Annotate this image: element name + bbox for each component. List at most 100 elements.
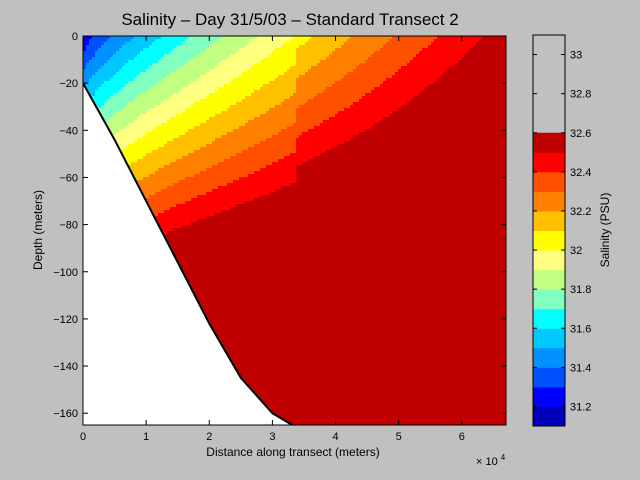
contour-cell: [161, 75, 165, 79]
contour-cell: [158, 189, 162, 193]
contour-cell: [197, 99, 201, 103]
contour-cell: [167, 111, 171, 115]
contour-cell: [86, 48, 90, 52]
contour-cell: [167, 162, 171, 166]
contour-cell: [176, 138, 180, 142]
contour-cell: [191, 147, 195, 151]
contour-cell: [128, 75, 132, 79]
contour-cell: [185, 54, 189, 58]
contour-cell: [149, 75, 153, 79]
contour-cell: [116, 48, 120, 52]
contour-cell: [191, 219, 195, 223]
contour-cell: [155, 87, 159, 91]
contour-cell: [143, 159, 147, 163]
contour-cell: [164, 138, 168, 142]
contour-cell: [194, 78, 198, 82]
contour-cell: [194, 138, 198, 142]
contour-cell: [128, 96, 132, 100]
contour-cell: [164, 123, 168, 127]
contour-cell: [140, 186, 144, 190]
contour-cell: [146, 54, 150, 58]
contour-cell: [197, 165, 201, 169]
contour-cell: [158, 153, 162, 157]
contour-cell: [197, 183, 201, 187]
contour-cell: [173, 162, 177, 166]
contour-cell: [155, 174, 159, 178]
contour-cell: [116, 81, 120, 85]
contour-cell: [176, 81, 180, 85]
contour-cell: [146, 78, 150, 82]
contour-cell: [104, 63, 108, 67]
contour-cell: [107, 45, 111, 49]
contour-cell: [161, 126, 165, 130]
contour-cell: [110, 105, 114, 109]
contour-cell: [179, 183, 183, 187]
contour-cell: [176, 258, 180, 262]
contour-cell: [83, 54, 87, 58]
contour-cell: [167, 129, 171, 133]
contour-cell: [164, 108, 168, 112]
contour-cell: [173, 126, 177, 130]
contour-cell: [158, 141, 162, 145]
contour-cell: [134, 105, 138, 109]
contour-cell: [137, 123, 141, 127]
contour-cell: [161, 132, 165, 136]
contour-cell: [146, 192, 150, 196]
contour-cell: [104, 69, 108, 73]
contour-cell: [128, 129, 132, 133]
contour-cell: [188, 207, 192, 211]
contour-cell: [188, 120, 192, 124]
contour-cell: [182, 72, 186, 76]
contour-cell: [158, 105, 162, 109]
contour-cell: [152, 192, 156, 196]
contour-cell: [146, 132, 150, 136]
contour-cell: [197, 63, 201, 67]
contour-cell: [125, 78, 129, 82]
contour-cell: [140, 123, 144, 127]
contour-cell: [182, 204, 186, 208]
contour-cell: [170, 114, 174, 118]
contour-cell: [158, 138, 162, 142]
contour-cell: [173, 192, 177, 196]
contour-cell: [122, 153, 126, 157]
contour-cell: [134, 150, 138, 154]
contour-cell: [176, 57, 180, 61]
contour-cell: [119, 93, 123, 97]
contour-cell: [173, 111, 177, 115]
contour-cell: [158, 183, 162, 187]
contour-cell: [119, 135, 123, 139]
contour-cell: [152, 105, 156, 109]
contour-cell: [191, 120, 195, 124]
contour-cell: [191, 129, 195, 133]
contour-cell: [161, 147, 165, 151]
contour-cell: [176, 147, 180, 151]
contour-cell: [110, 99, 114, 103]
contour-cell: [92, 39, 96, 43]
contour-cell: [149, 132, 153, 136]
contour-cell: [134, 78, 138, 82]
contour-cell: [155, 81, 159, 85]
contour-cell: [125, 84, 129, 88]
contour-cell: [113, 129, 117, 133]
contour-cell: [134, 132, 138, 136]
contour-cell: [128, 63, 132, 67]
contour-cell: [125, 60, 129, 64]
contour-cell: [155, 207, 159, 211]
contour-cell: [155, 84, 159, 88]
contour-cell: [122, 96, 126, 100]
contour-cell: [92, 60, 96, 64]
contour-cell: [170, 246, 174, 250]
contour-cell: [101, 72, 105, 76]
contour-cell: [173, 66, 177, 70]
contour-cell: [152, 63, 156, 67]
contour-cell: [125, 111, 129, 115]
contour-cell: [176, 174, 180, 178]
contour-cell: [158, 168, 162, 172]
contour-cell: [164, 156, 168, 160]
contour-cell: [173, 201, 177, 205]
contour-cell: [134, 69, 138, 73]
contour-cell: [170, 39, 174, 43]
contour-cell: [185, 165, 189, 169]
contour-cell: [149, 141, 153, 145]
contour-cell: [152, 66, 156, 70]
